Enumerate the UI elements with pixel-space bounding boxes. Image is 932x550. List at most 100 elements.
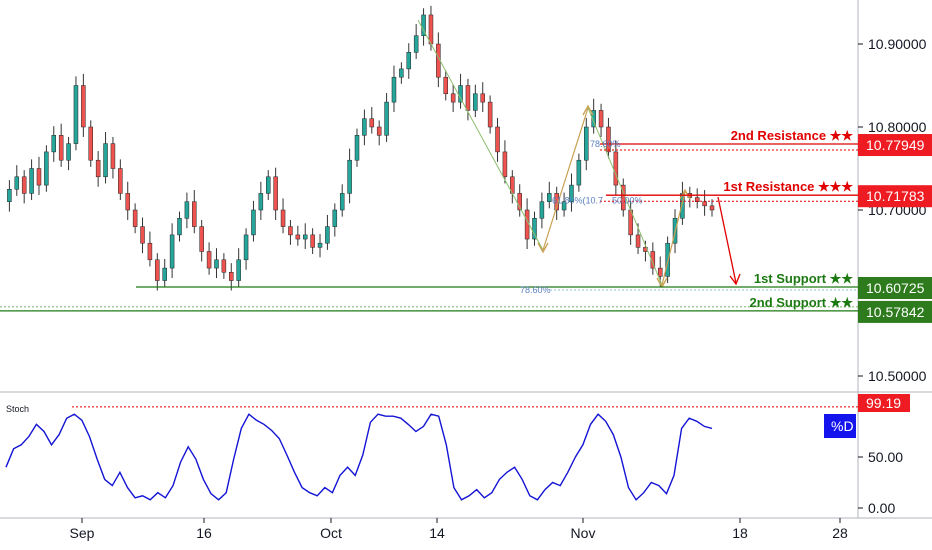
fib-label: 50.00% <box>612 195 643 205</box>
candle-body <box>406 52 412 70</box>
candle-body <box>14 176 20 190</box>
candle-body <box>221 259 227 273</box>
candle-body <box>458 85 463 103</box>
indicator-value: 99.19 <box>866 395 901 411</box>
candle-body <box>650 251 656 269</box>
price-tick-label: 10.90000 <box>868 36 927 52</box>
candle-body <box>199 226 204 252</box>
candle-body <box>369 118 375 128</box>
drawing-layer <box>417 19 741 289</box>
candle-body <box>317 242 323 248</box>
candle-body <box>110 143 116 169</box>
candle-body <box>495 126 500 153</box>
arrowhead-d <box>679 188 691 200</box>
indicator-tick-label: 0.00 <box>868 500 895 516</box>
pattern-leg-2 <box>542 107 589 251</box>
candle-body <box>295 234 301 240</box>
candle-body <box>569 184 574 202</box>
candle-body <box>709 205 715 211</box>
time-axis-ticks: Sep 16 Oct 14 Nov 18 28 <box>70 518 848 541</box>
candle-body <box>339 193 345 211</box>
candle-body <box>465 85 471 111</box>
candle-body <box>332 209 338 227</box>
time-tick-label: 16 <box>196 525 212 541</box>
candle-body <box>29 168 34 194</box>
candle-body <box>443 76 448 95</box>
candle-body <box>103 143 108 178</box>
level-price-tag <box>858 185 932 208</box>
indicator-value-tag <box>858 394 910 412</box>
time-tick-label: Nov <box>571 525 596 541</box>
candle-body <box>347 159 352 194</box>
level-price-value: 10.71783 <box>866 188 925 204</box>
candle-body <box>450 93 456 103</box>
level-label: 1st Resistance ★★★ <box>723 179 853 194</box>
candle-body <box>399 68 404 78</box>
indicator-legend-label: %D <box>831 418 854 434</box>
time-tick-label: Sep <box>70 525 95 541</box>
candle-body <box>21 176 27 194</box>
candle-body <box>88 126 93 161</box>
level-label: 2nd Resistance ★★ <box>731 128 854 143</box>
fib-label: 78.60% <box>590 139 621 149</box>
pattern-leg-1 <box>417 19 544 251</box>
candle-body <box>243 234 249 261</box>
candle-body <box>310 234 315 248</box>
candle-body <box>184 201 190 219</box>
candlestick-series <box>7 5 715 291</box>
level-price-value: 10.77949 <box>866 137 925 153</box>
candle-body <box>288 226 293 236</box>
candle-body <box>7 189 12 202</box>
candle-body <box>162 267 167 281</box>
level-label: 1st Support ★★ <box>754 271 853 286</box>
candle-body <box>169 234 175 269</box>
candle-body <box>147 242 153 261</box>
candle-body <box>325 226 330 244</box>
candle-body <box>502 151 508 178</box>
candle-body <box>44 151 49 186</box>
indicator-legend-box[interactable] <box>824 414 856 438</box>
candle-body <box>206 251 212 269</box>
candle-body <box>36 168 42 186</box>
level-price-tag <box>858 134 932 157</box>
time-tick-label: 14 <box>429 525 445 541</box>
candle-body <box>58 135 64 161</box>
candle-body <box>421 14 426 36</box>
forecast-arrow <box>717 196 737 284</box>
arrowhead-b <box>582 104 594 116</box>
candle-body <box>547 193 552 202</box>
candle-body <box>73 85 79 144</box>
candle-body <box>561 201 567 211</box>
pattern-leg-4 <box>661 191 686 286</box>
level-lines: 2nd Resistance ★★ 1st Resistance ★★★ 1st S… <box>0 128 858 312</box>
candle-body <box>428 14 434 45</box>
indicator-axis-ticks: 50.00 0.00 <box>858 449 903 516</box>
candle-body <box>376 126 382 136</box>
stochastic-panel <box>5 406 858 501</box>
candle-body <box>391 76 397 103</box>
candle-body <box>539 201 545 219</box>
candle-body <box>606 126 611 153</box>
candle-body <box>354 135 360 161</box>
candle-body <box>236 259 241 281</box>
candle-body <box>192 201 197 227</box>
candle-body <box>657 267 663 277</box>
candle-body <box>95 159 101 178</box>
candle-body <box>576 159 582 186</box>
candle-body <box>517 193 522 211</box>
candle-body <box>51 135 57 153</box>
candle-body <box>273 176 278 211</box>
level-price-value: 10.57842 <box>866 304 925 320</box>
candle-body <box>384 101 389 136</box>
candle-body <box>266 176 271 194</box>
candle-body <box>702 201 707 207</box>
indicator-tick-label: 50.00 <box>868 449 903 465</box>
level-price-value: 10.60725 <box>866 280 925 296</box>
stochastic-line <box>5 413 713 501</box>
candle-body <box>214 259 219 269</box>
fib-label: 78.60% <box>520 285 551 295</box>
candle-body <box>132 209 138 227</box>
candle-body <box>487 101 493 128</box>
candle-body <box>591 110 596 128</box>
